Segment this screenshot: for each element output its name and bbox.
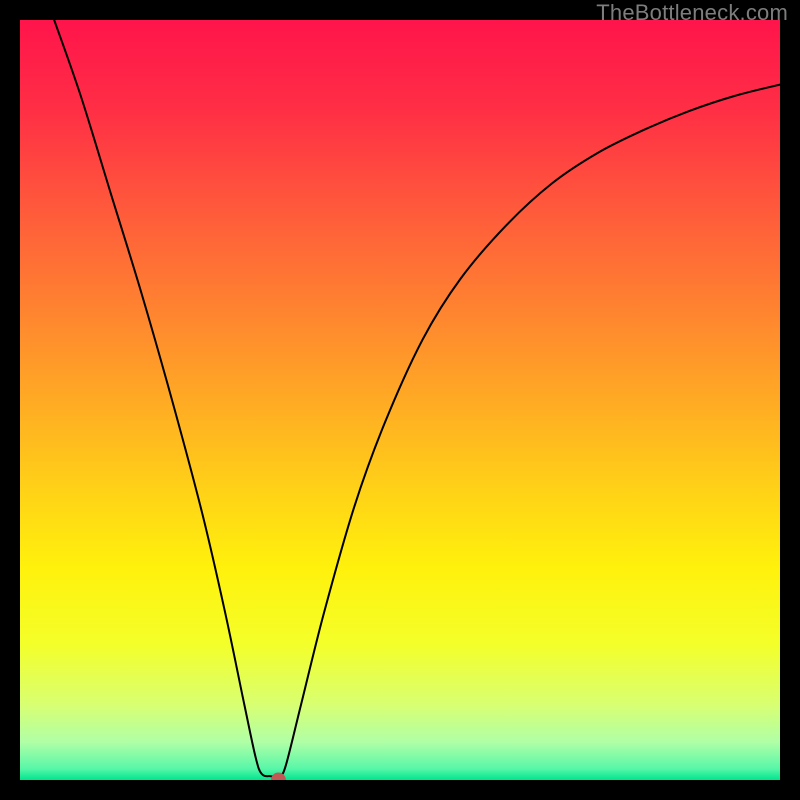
chart-container: TheBottleneck.com (0, 0, 800, 800)
bottleneck-chart-svg (0, 0, 800, 800)
watermark-label: TheBottleneck.com (596, 0, 788, 26)
gradient-background (20, 20, 780, 780)
